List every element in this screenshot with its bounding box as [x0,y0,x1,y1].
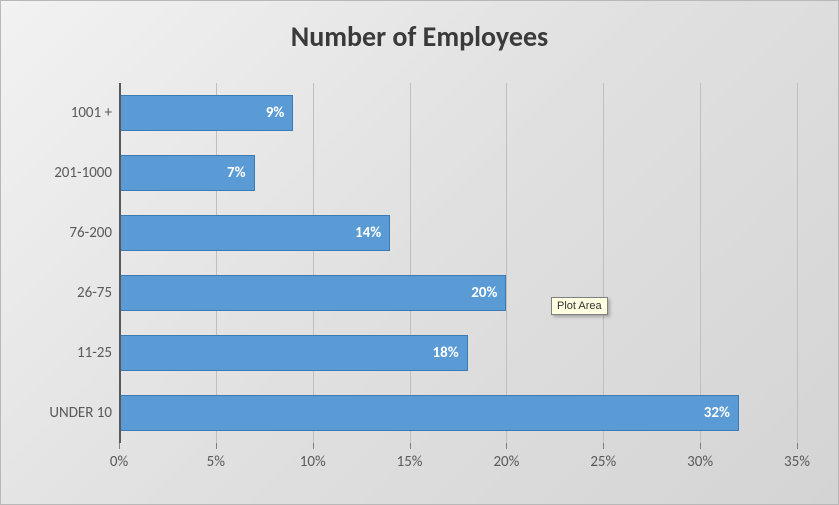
bar-row: 32% [119,383,797,443]
chart-title: Number of Employees [1,1,838,54]
x-tick-mark [119,443,120,449]
bar-row: 9% [119,83,797,143]
bar-value-label: 7% [227,164,246,182]
x-tick-mark [216,443,217,449]
y-axis-line [119,83,121,443]
x-tick-label: 0% [110,453,128,471]
chart-container: Number of Employees 9% 7% 14% 20% 18% 32% Plo… [1,1,838,504]
grid-line [797,83,798,443]
y-tick-label: 76-200 [2,224,112,242]
bar-value-label: 20% [471,284,497,302]
y-tick-label: 1001 + [2,104,112,122]
bar[interactable]: 20% [119,275,506,311]
bar-row: 20% [119,263,797,323]
bar-row: 7% [119,143,797,203]
bar[interactable]: 9% [119,95,293,131]
x-tick-mark [410,443,411,449]
x-tick-mark [506,443,507,449]
bar[interactable]: 18% [119,335,468,371]
y-tick-label: 26-75 [2,284,112,302]
x-tick-label: 15% [397,453,423,471]
bar-row: 14% [119,203,797,263]
x-tick-label: 20% [493,453,519,471]
x-tick-mark [700,443,701,449]
x-tick-mark [797,443,798,449]
x-tick-label: 10% [300,453,326,471]
x-tick-label: 30% [687,453,713,471]
bar-row: 18% [119,323,797,383]
x-tick-label: 5% [207,453,225,471]
x-tick-mark [603,443,604,449]
x-tick-mark [313,443,314,449]
x-tick-label: 25% [590,453,616,471]
tooltip-plot-area: Plot Area [551,297,608,315]
plot-area[interactable]: 9% 7% 14% 20% 18% 32% [119,83,797,443]
bar-value-label: 9% [266,104,285,122]
y-tick-label: 201-1000 [2,164,112,182]
bar[interactable]: 32% [119,395,739,431]
bar[interactable]: 7% [119,155,255,191]
y-tick-label: 11-25 [2,344,112,362]
bar-value-label: 14% [355,224,381,242]
bar-value-label: 18% [433,344,459,362]
bar[interactable]: 14% [119,215,390,251]
y-tick-label: UNDER 10 [2,404,112,422]
bar-value-label: 32% [704,404,730,422]
x-tick-label: 35% [784,453,810,471]
